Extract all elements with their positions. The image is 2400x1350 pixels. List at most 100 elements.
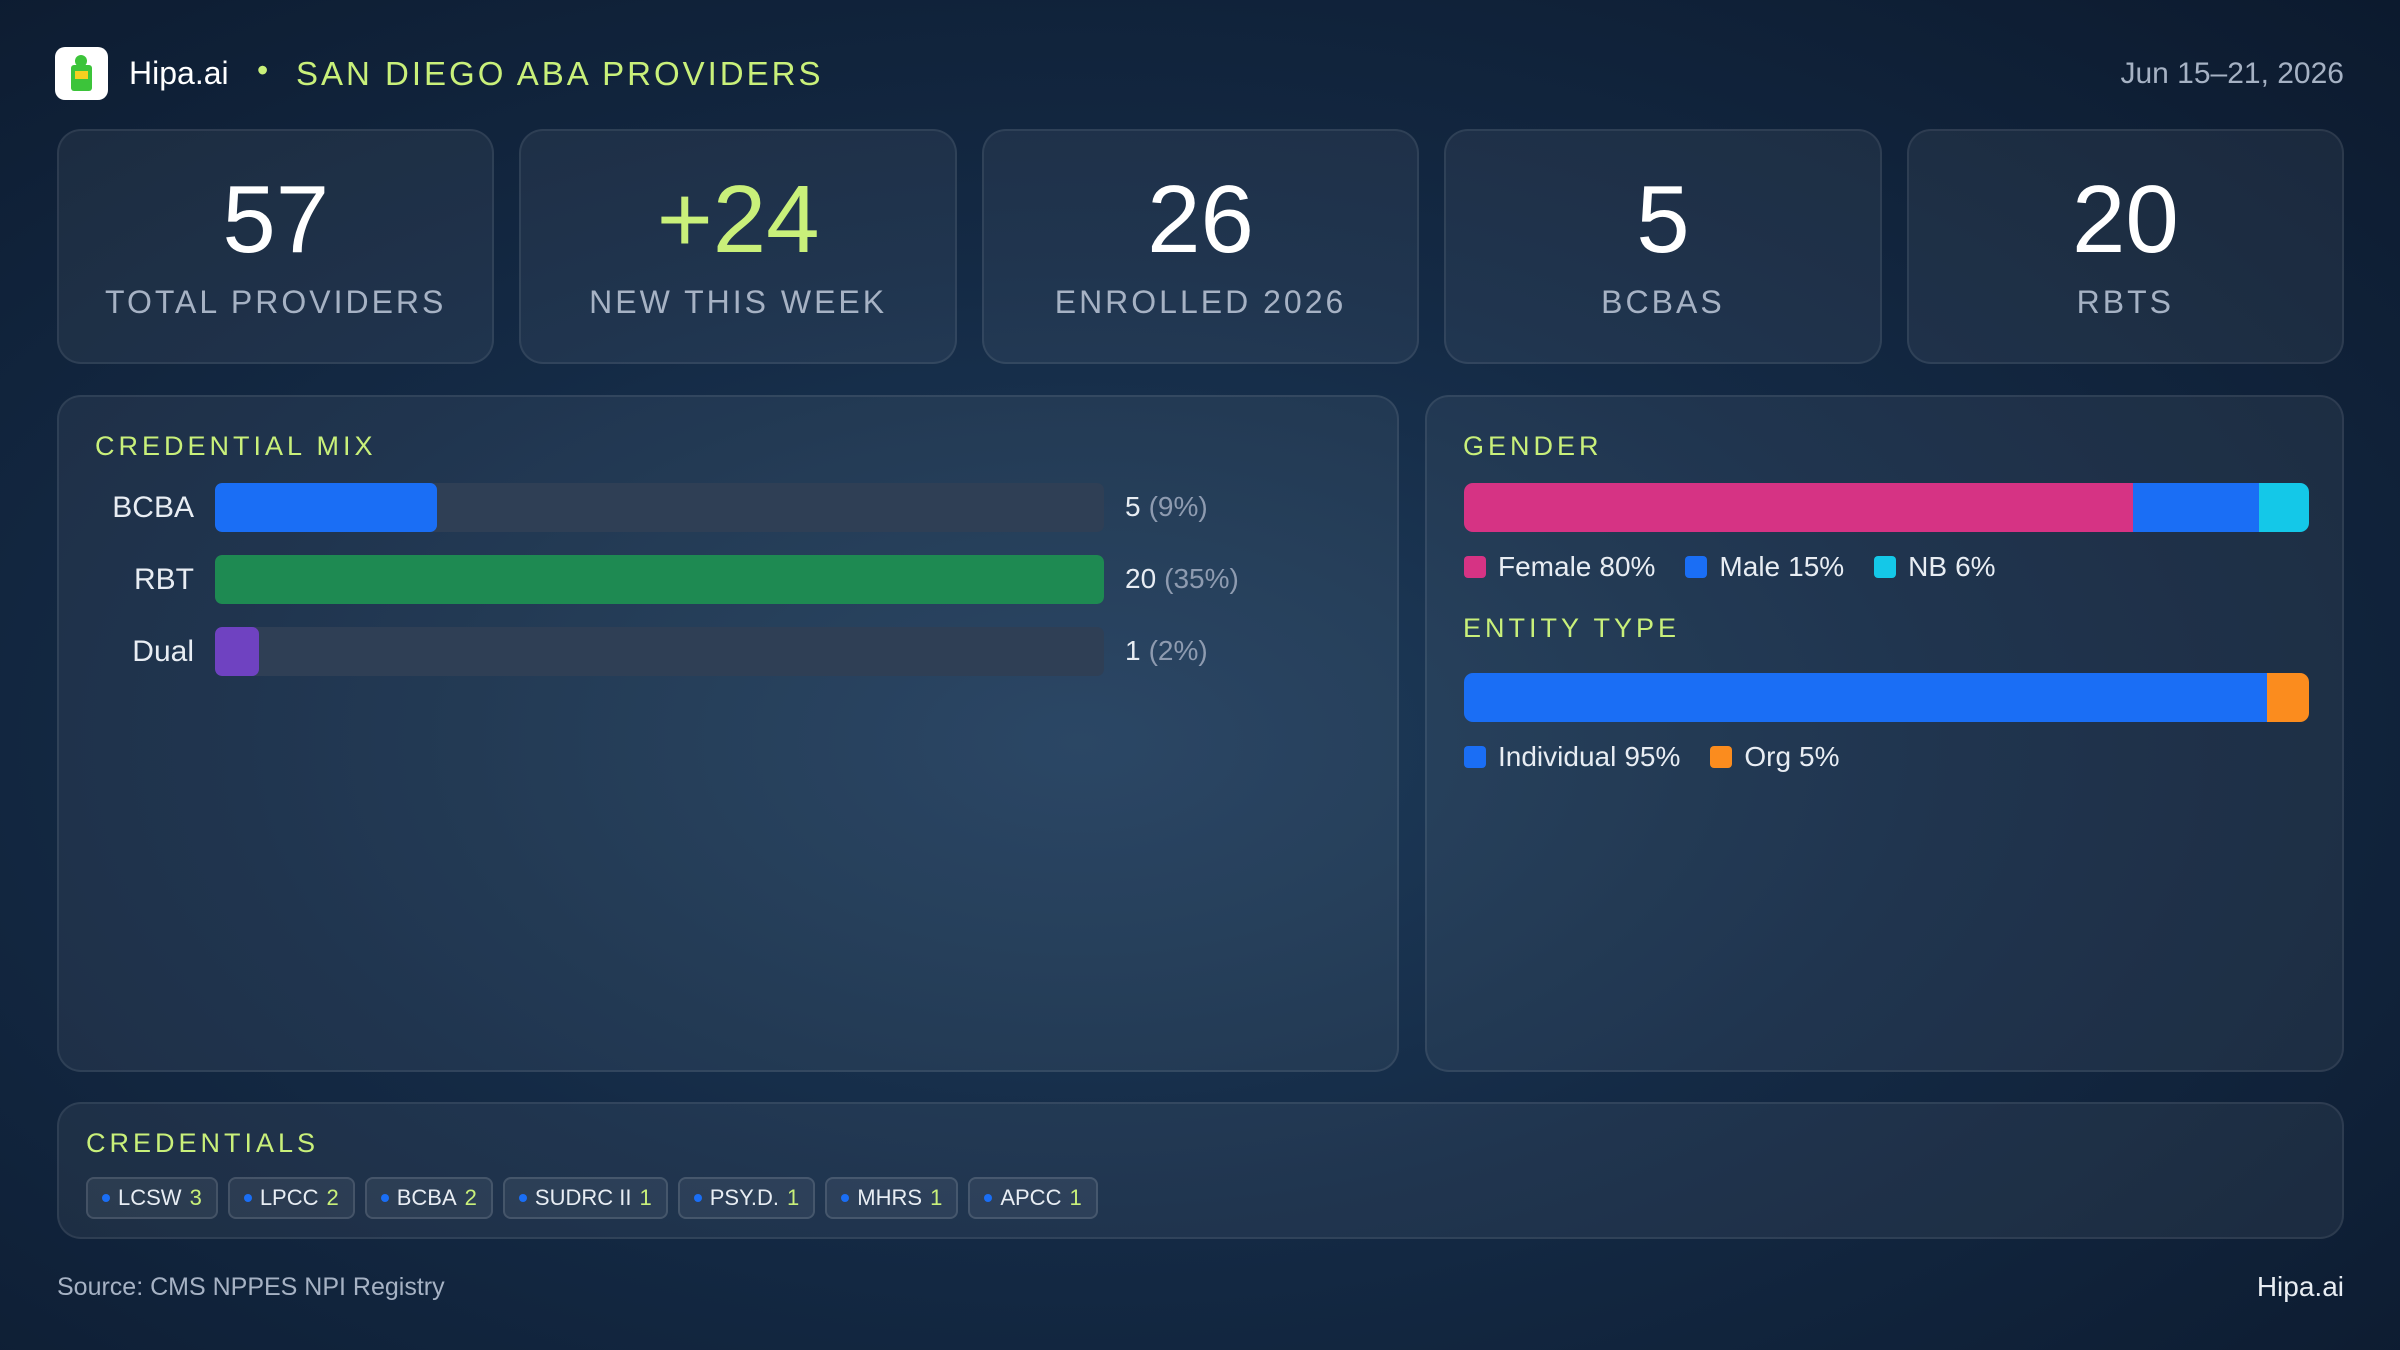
separator: • — [257, 52, 269, 88]
credential-mix-panel: CREDENTIAL MIX BCBA 5 (9%) RBT 20 (35%) Dual 1(… — [57, 395, 1399, 1072]
share: (2%) — [1148, 635, 1208, 666]
bar-track — [215, 627, 1104, 676]
kpi-label: NEW THIS WEEK — [589, 284, 888, 320]
value: 20 — [1125, 563, 1157, 594]
chip-name: MHRS — [857, 1185, 923, 1210]
chip-name: BCBA — [396, 1185, 457, 1210]
chip-dot — [380, 1194, 389, 1202]
chip-dot — [518, 1194, 527, 1202]
chip: SUDRC II 1 — [502, 1177, 668, 1219]
segment — [1464, 673, 2267, 722]
chip-dot — [102, 1194, 110, 1202]
chip-dot — [984, 1194, 993, 1202]
legend-value: 6% — [1955, 551, 1996, 582]
legend-value: 95% — [1624, 741, 1681, 772]
chip: LCSW 3 — [86, 1177, 218, 1219]
kpi-card: 5 BCBAS — [1444, 129, 1882, 364]
legend-value: 15% — [1788, 551, 1845, 582]
bar-track — [215, 483, 1104, 532]
legend-item: Individual 95% — [1464, 741, 1680, 773]
swatch — [1874, 556, 1897, 578]
stacked-bar — [1464, 673, 2309, 722]
segment — [2258, 483, 2309, 532]
segment — [1464, 483, 2134, 532]
footer-brand: Hipa.ai — [2256, 1271, 2344, 1302]
kpi-row: 57 TOTAL PROVIDERS +24 NEW THIS WEEK 26 ENROL… — [57, 129, 2345, 364]
chip-count: 2 — [464, 1185, 477, 1210]
section-title: CREDENTIAL MIX — [95, 431, 377, 461]
section-title: GENDER — [1463, 431, 1603, 461]
legend-value: 5% — [1799, 741, 1840, 772]
legend-item: Org 5% — [1710, 741, 1840, 773]
bar — [215, 483, 438, 532]
value: 5 — [1125, 491, 1141, 522]
brand: Hipa.ai — [129, 55, 229, 91]
legend-name: Individual — [1498, 741, 1617, 772]
chip-name: APCC — [1000, 1185, 1062, 1210]
legend-name: Male — [1719, 551, 1781, 582]
legend-name: Female — [1498, 551, 1592, 582]
chip-count: 1 — [930, 1185, 943, 1210]
kpi-label: RBTS — [2076, 284, 2174, 320]
row-label: Dual — [132, 635, 194, 668]
legend-item: Female 80% — [1464, 551, 1655, 583]
legend-name: NB — [1908, 551, 1948, 582]
credentials-panel: CREDENTIALS LCSW 3 LPCC 2 BCBA 2 SUDRC II 1 PSY.… — [57, 1102, 2344, 1239]
demographics-panel: GENDER ENTITY TYPE Female 80% Male 15% NB 6% I… — [1425, 395, 2344, 1072]
bar — [215, 627, 260, 676]
chip-count: 1 — [1069, 1185, 1082, 1210]
segment — [2133, 483, 2259, 532]
row-label: RBT — [134, 563, 194, 596]
value-label: 1 (2%) — [1125, 635, 1208, 667]
share: (35%) — [1164, 563, 1239, 594]
kpi-label: ENROLLED 2026 — [1054, 284, 1347, 320]
legend-item: Male 15% — [1685, 551, 1844, 583]
chip: APCC 1 — [968, 1177, 1098, 1219]
chip: MHRS 1 — [825, 1177, 959, 1219]
chip-count: 1 — [639, 1185, 652, 1210]
kpi-card: 20 RBTS — [1906, 129, 2345, 364]
kpi-label: TOTAL PROVIDERS — [105, 284, 447, 320]
value: 1 — [1125, 635, 1141, 666]
chip-name: SUDRC II — [534, 1185, 632, 1210]
kpi-value: 5 — [1636, 166, 1690, 273]
value-label: 5 (9%) — [1125, 491, 1208, 523]
legend: Female 80% Male 15% NB 6% — [1464, 551, 1996, 583]
bar-track — [215, 555, 1104, 604]
section-title: ENTITY TYPE — [1463, 613, 1681, 643]
legend-name: Org — [1744, 741, 1792, 772]
chip-count: 2 — [326, 1185, 339, 1210]
value-label: 20 (35%) — [1125, 563, 1239, 595]
date: Jun 15–21, 2026 — [2120, 57, 2344, 90]
chip-list: LCSW 3 LPCC 2 BCBA 2 SUDRC II 1 PSY.D. 1 MHRS 1 APCC… — [86, 1177, 1108, 1219]
header-title: SAN DIEGO ABA PROVIDERS — [296, 55, 824, 92]
swatch — [1685, 556, 1708, 578]
chip-name: LCSW — [118, 1185, 182, 1210]
kpi-card: 57 TOTAL PROVIDERS — [57, 129, 495, 364]
chip-name: PSY.D. — [709, 1185, 780, 1210]
chip-count: 1 — [787, 1185, 800, 1210]
chip-dot — [243, 1194, 252, 1202]
source: Source: CMS NPPES NPI Registry — [57, 1273, 445, 1301]
stacked-bar — [1464, 483, 2309, 532]
swatch — [1464, 556, 1486, 578]
chip-dot — [693, 1194, 702, 1202]
legend: Individual 95% Org 5% — [1464, 741, 1840, 773]
legend-value: 80% — [1599, 551, 1656, 582]
chip-name: LPCC — [259, 1185, 319, 1210]
section-title: CREDENTIALS — [86, 1128, 320, 1158]
chip-dot — [841, 1194, 850, 1202]
swatch — [1464, 746, 1486, 768]
kpi-value: 57 — [222, 166, 330, 273]
chip: PSY.D. 1 — [677, 1177, 816, 1219]
row-label: BCBA — [112, 491, 194, 524]
kpi-value: 26 — [1147, 166, 1254, 273]
share: (9%) — [1148, 491, 1208, 522]
kpi-label: BCBAS — [1601, 284, 1725, 320]
swatch — [1710, 746, 1733, 768]
chip: LPCC 2 — [227, 1177, 355, 1219]
logo — [55, 47, 108, 100]
kpi-card: 26 ENROLLED 2026 — [981, 129, 1420, 364]
kpi-value: 20 — [2071, 166, 2179, 273]
